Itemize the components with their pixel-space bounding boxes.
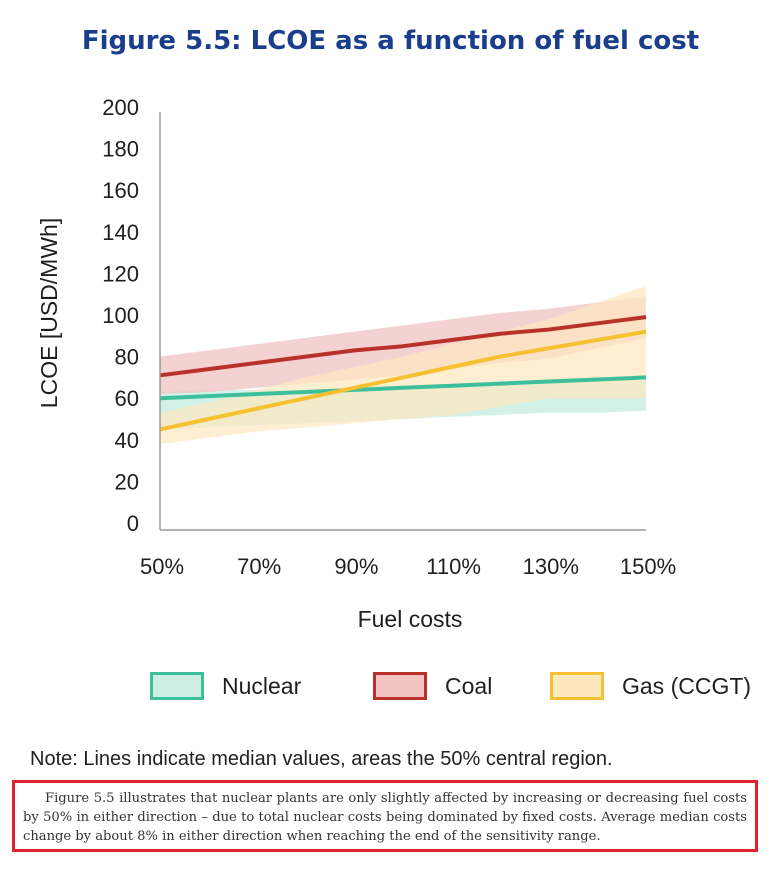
line-gas-ccgt	[159, 329, 647, 432]
x-tick-110: 110%	[426, 554, 481, 579]
y-tick-0: 0	[127, 511, 139, 536]
x-tick-130: 130%	[523, 554, 579, 579]
legend-label-nuclear: Nuclear	[222, 672, 302, 699]
x-tick-90: 90%	[334, 554, 378, 579]
legend-swatch-nuclear	[150, 672, 204, 700]
axes	[159, 112, 646, 531]
y-tick-160: 160	[102, 178, 139, 203]
median-lines	[159, 315, 647, 432]
chart-title: Figure 5.5: LCOE as a function of fuel c…	[81, 26, 700, 56]
y-tick-100: 100	[102, 303, 139, 328]
line-nuclear	[159, 375, 647, 401]
y-tick-40: 40	[115, 428, 139, 453]
y-tick-80: 80	[115, 345, 139, 370]
legend-swatch-gas	[550, 672, 604, 700]
y-tick-labels: 0 20 40 60 80 100 120 140 160 180 200	[102, 95, 139, 536]
y-tick-20: 20	[115, 469, 139, 494]
y-tick-180: 180	[102, 137, 139, 162]
y-tick-60: 60	[115, 386, 139, 411]
legend-item-nuclear: Nuclear	[150, 672, 301, 700]
chart-plot: 0 20 40 60 80 100 120 140 160 180 200 50% 70% 90% 110…	[36, 95, 676, 632]
legend-label-gas: Gas (CCGT)	[622, 672, 752, 699]
legend-item-gas: Gas (CCGT)	[550, 672, 751, 700]
y-tick-120: 120	[102, 261, 139, 286]
y-axis-label: LCOE [USD/MWh]	[36, 218, 62, 408]
legend: Nuclear Coal Gas (CCGT)	[150, 672, 760, 712]
x-axis-label: Fuel costs	[358, 606, 463, 632]
legend-item-coal: Coal	[373, 672, 492, 700]
chart-note: Note: Lines indicate median values, area…	[30, 748, 613, 770]
x-tick-labels: 50% 70% 90% 110% 130% 150%	[140, 554, 676, 579]
caption-text: Figure 5.5 illustrates that nuclear plan…	[23, 791, 747, 844]
legend-swatch-coal	[373, 672, 427, 700]
line-coal	[159, 315, 647, 378]
y-tick-140: 140	[102, 220, 139, 245]
legend-label-coal: Coal	[445, 672, 493, 699]
y-tick-200: 200	[102, 95, 139, 120]
x-tick-70: 70%	[237, 554, 281, 579]
x-tick-150: 150%	[620, 554, 676, 579]
caption-box: Figure 5.5 illustrates that nuclear plan…	[12, 780, 758, 852]
x-tick-50: 50%	[140, 554, 184, 579]
